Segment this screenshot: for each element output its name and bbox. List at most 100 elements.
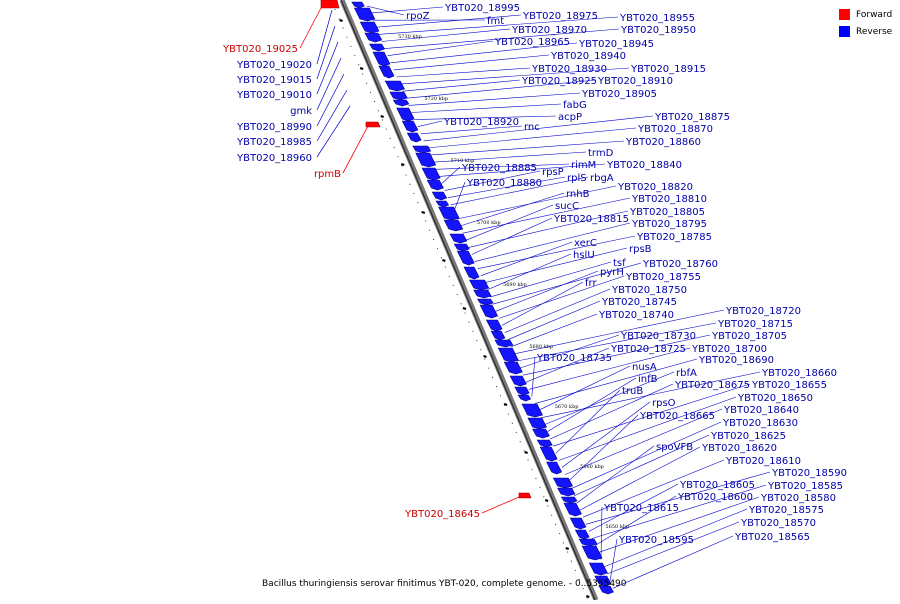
right-gene-label: YBT020_18575	[748, 505, 824, 516]
reverse-gene-block	[407, 133, 421, 142]
right-gene-label: YBT020_18690	[698, 355, 774, 366]
right-gene-label: YBT020_18650	[737, 393, 813, 404]
reverse-gene-block	[390, 92, 407, 100]
reverse-gene-block	[510, 376, 526, 386]
reverse-gene-block	[515, 387, 529, 395]
forward-gene-leader	[300, 8, 321, 48]
right-gene-leader	[538, 366, 630, 411]
right-gene-label: acpP	[558, 112, 582, 123]
right-gene-label: frr	[585, 278, 597, 289]
forward-gene-leader	[343, 126, 368, 173]
scale-tick-label: 5680 kbp	[529, 344, 553, 350]
right-gene-leader	[403, 80, 520, 91]
right-gene-label: nusA	[632, 362, 657, 373]
right-gene-label: YBT020_18715	[717, 319, 793, 330]
reverse-gene-block	[540, 447, 557, 461]
right-gene-leader	[481, 242, 572, 276]
reverse-gene-block	[553, 478, 572, 488]
reverse-gene-block	[495, 340, 513, 347]
reverse-gene-block	[439, 207, 460, 220]
right-gene-label: YBT020_18810	[631, 194, 707, 205]
forward-gene	[519, 493, 531, 498]
forward-gene-label: YBT020_19025	[222, 44, 298, 55]
right-gene-label: YBT020_18995	[444, 3, 520, 14]
reverse-gene-block	[385, 81, 404, 91]
forward-strand-tick	[525, 452, 528, 453]
reverse-gene-block	[474, 290, 491, 298]
right-gene-label: YBT020_18625	[710, 431, 786, 442]
reverse-gene-block	[498, 348, 518, 362]
forward-strand-tick	[566, 548, 569, 549]
reverse-gene-block	[402, 121, 418, 132]
reverse-gene-block	[436, 201, 449, 207]
right-gene-label: YBT020_18655	[751, 380, 827, 391]
reverse-gene-block	[432, 192, 446, 200]
right-gene-label: rplS	[567, 173, 587, 184]
legend-forward-swatch	[839, 9, 850, 20]
legend-forward: Forward	[839, 9, 892, 20]
reverse-gene-block	[393, 100, 409, 106]
right-gene-label: YBT020_18925	[521, 76, 597, 87]
right-gene-label: YBT020_18675	[674, 380, 750, 391]
right-gene-leader	[406, 80, 596, 98]
right-gene-label: YBT020_18920	[443, 117, 519, 128]
reverse-gene-block	[582, 546, 602, 560]
right-gene-label: YBT020_18970	[511, 25, 587, 36]
forward-strand-tick	[442, 260, 445, 261]
right-gene-label: YBT020_18905	[581, 89, 657, 100]
reverse-gene-block	[379, 66, 394, 78]
right-gene-leader	[601, 507, 602, 560]
right-gene-label: YBT020_18965	[494, 37, 570, 48]
right-gene-leader	[571, 422, 721, 489]
right-gene-label: YBT020_18870	[637, 124, 713, 135]
right-gene-label: YBT020_18720	[725, 306, 801, 317]
right-gene-label: YBT020_18815	[553, 214, 629, 225]
right-gene-label: infB	[638, 374, 658, 385]
legend-reverse-swatch	[839, 26, 850, 37]
left-gene-label: YBT020_18990	[236, 122, 312, 133]
reverse-gene-block	[537, 440, 552, 447]
forward-gene	[321, 0, 339, 8]
reverse-gene-block	[589, 563, 607, 575]
right-gene-leader	[454, 182, 465, 212]
reverse-gene-block	[480, 305, 498, 318]
reverse-gene-block	[564, 503, 582, 516]
reverse-gene-block	[528, 418, 547, 429]
right-gene-leader	[460, 193, 564, 226]
right-gene-label: YBT020_18570	[740, 518, 816, 529]
reverse-gene-block	[464, 267, 479, 279]
right-gene-label: YBT020_18740	[598, 310, 674, 321]
reverse-gene-block	[397, 108, 415, 121]
right-gene-label: YBT020_18750	[611, 285, 687, 296]
reverse-gene-block	[558, 488, 575, 496]
reverse-gene-block	[533, 429, 550, 438]
reverse-gene-block	[478, 299, 494, 305]
right-gene-label: spoVFB	[656, 442, 693, 453]
right-gene-label: YBT020_18880	[466, 178, 542, 189]
right-gene-label: YBT020_18975	[522, 11, 598, 22]
legend-reverse-label: Reverse	[856, 27, 892, 37]
right-gene-label: rbfA	[676, 368, 697, 379]
right-gene-label: YBT020_18705	[711, 331, 787, 342]
right-gene-leader	[610, 539, 617, 581]
right-gene-label: YBT020_18605	[679, 480, 755, 491]
left-gene-label: YBT020_18960	[236, 153, 312, 164]
right-gene-label: rnhB	[566, 189, 590, 200]
reverse-gene-block	[579, 539, 597, 546]
map-caption: Bacillus thuringiensis serovar finitimus…	[262, 579, 627, 589]
forward-strand-tick	[381, 116, 384, 117]
forward-gene-label: rpmB	[314, 169, 341, 180]
reverse-gene-block	[470, 280, 489, 290]
right-gene-label: YBT020_18600	[677, 492, 753, 503]
reverse-gene-block	[547, 462, 562, 474]
right-gene-leader	[502, 282, 583, 326]
right-gene-label: YBT020_18610	[725, 456, 801, 467]
reverse-gene-block	[373, 52, 390, 66]
reverse-gene-block	[504, 362, 522, 374]
forward-gene-leader	[482, 497, 519, 513]
right-gene-label: YBT020_18755	[625, 272, 701, 283]
right-gene-label: trmD	[588, 148, 614, 159]
right-gene-label: YBT020_18840	[606, 160, 682, 171]
